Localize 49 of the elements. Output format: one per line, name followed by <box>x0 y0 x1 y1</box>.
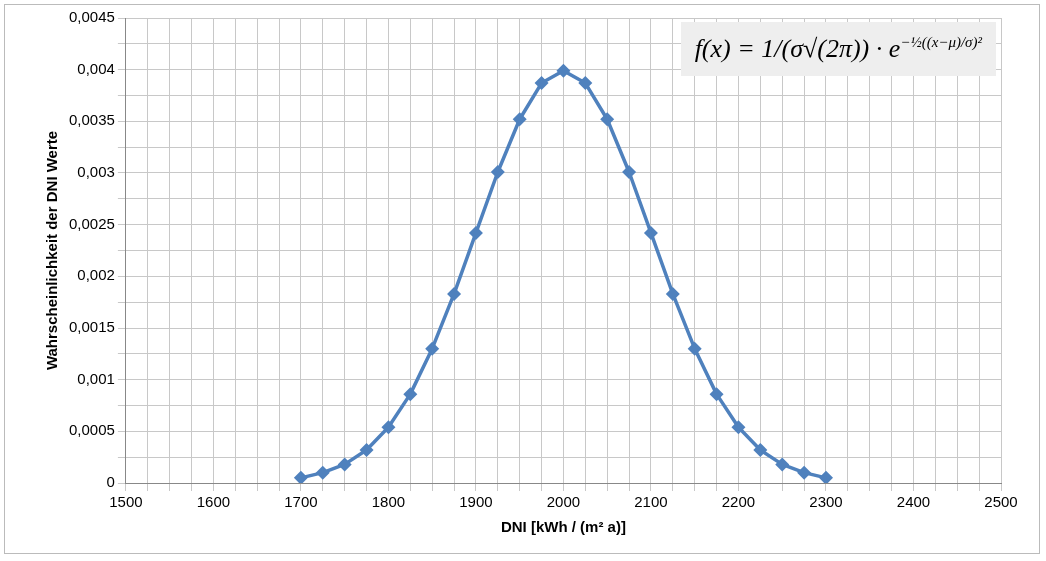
x-tick-label: 1500 <box>109 493 143 511</box>
x-tick-label: 2000 <box>546 493 581 511</box>
point <box>622 164 637 179</box>
point <box>775 457 790 472</box>
point <box>556 63 571 78</box>
point <box>709 387 724 402</box>
x-tick-label: 2300 <box>809 493 843 511</box>
x-tick-label: 2400 <box>896 493 931 511</box>
x-tick-label: 1900 <box>459 493 493 511</box>
point <box>818 470 833 483</box>
y-tick-label: 0,002 <box>77 266 115 284</box>
y-tick-label: 0,004 <box>77 59 115 77</box>
point <box>600 112 615 127</box>
x-axis-title: DNI [kWh / (m² a)] <box>500 518 626 536</box>
y-axis-title: Wahrscheinlichkeit der DNI Werte <box>43 130 61 371</box>
y-tick-label: 0,0025 <box>68 214 115 232</box>
x-tick-label: 2100 <box>634 493 668 511</box>
x-tick-label: 1800 <box>371 493 406 511</box>
point <box>687 341 702 356</box>
point <box>578 76 593 91</box>
y-tick-label: 0 <box>106 473 115 491</box>
x-tick-label: 2200 <box>721 493 756 511</box>
y-tick-label: 0,001 <box>77 369 115 387</box>
point <box>447 286 462 301</box>
point <box>797 465 812 480</box>
point <box>293 470 308 483</box>
x-tick-label: 2500 <box>984 493 1018 511</box>
point <box>753 442 768 457</box>
point <box>534 76 549 91</box>
point <box>359 442 374 457</box>
point <box>490 164 505 179</box>
y-tick-label: 0,0005 <box>68 421 115 439</box>
y-tick-label: 0,0015 <box>68 318 115 336</box>
y-tick-label: 0,0045 <box>68 8 115 26</box>
x-tick-label: 1700 <box>284 493 318 511</box>
point <box>425 341 440 356</box>
point <box>731 420 746 435</box>
y-tick-label: 0,0035 <box>68 111 115 129</box>
point <box>315 465 330 480</box>
x-tick-label: 1600 <box>196 493 231 511</box>
point <box>643 225 658 240</box>
annotation: f(x) = 1/(σ√(2π)) · e$^{−½((x−μ)/σ)²}$ <box>680 22 996 76</box>
point <box>337 457 352 472</box>
point <box>403 387 418 402</box>
point <box>665 286 680 301</box>
y-tick-label: 0,003 <box>77 163 115 181</box>
point <box>381 420 396 435</box>
point <box>512 112 527 127</box>
point <box>468 225 483 240</box>
